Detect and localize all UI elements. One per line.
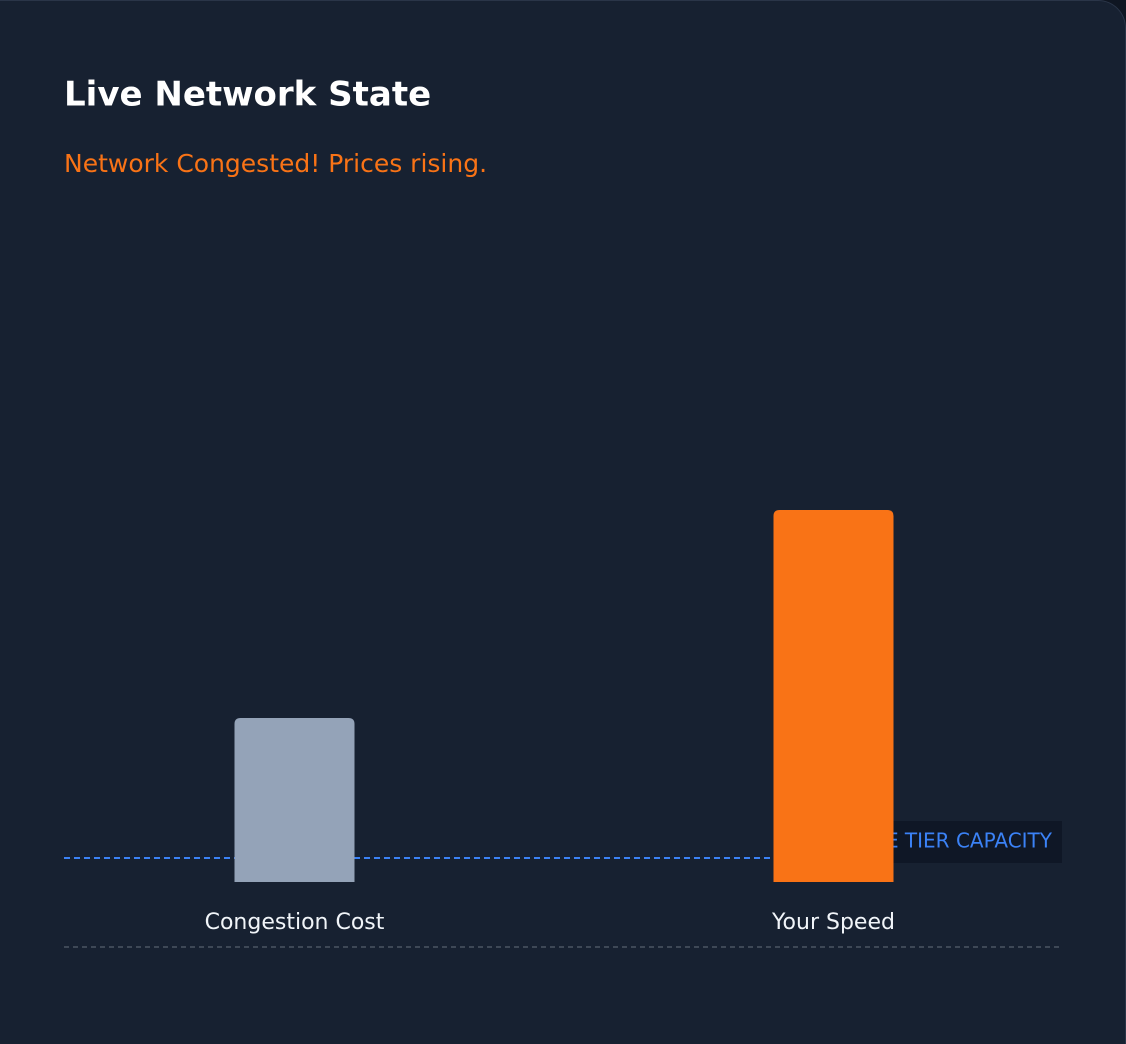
- reference-label-bg: [862, 821, 1062, 863]
- bar: [234, 718, 355, 882]
- chart-subtitle: Network Congested! Prices rising.: [64, 149, 487, 178]
- chart-title: Live Network State: [64, 75, 431, 115]
- bar: [773, 510, 894, 882]
- x-tick-label: Congestion Cost: [205, 910, 385, 935]
- reference-label: E TIER CAPACITY: [886, 829, 1053, 853]
- x-tick-label: Your Speed: [771, 910, 895, 935]
